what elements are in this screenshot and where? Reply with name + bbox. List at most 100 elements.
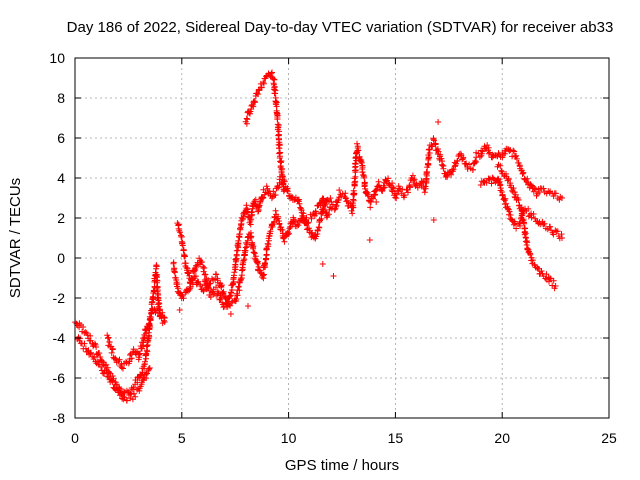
data-point-track-d [254,260,261,267]
data-point-track-d [318,215,325,222]
data-point-track-f [550,231,557,238]
data-point-track-h [120,365,126,372]
data-point-track-g [521,219,527,226]
data-point-track-c [367,204,374,211]
data-point-track-a [153,265,160,272]
x-tick-label: 10 [281,430,297,446]
data-point-track-f [477,182,484,188]
data-point-track-c [373,187,379,194]
data-point-track-g [509,187,516,194]
data-point-track-c [180,246,187,253]
data-point-track-a [142,358,148,365]
data-point-isolated [319,261,326,267]
data-point-track-a [139,369,146,376]
data-point-track-f [506,208,513,215]
data-point-track-c [201,264,208,271]
data-point-track-c [228,290,235,296]
y-tick-label: -2 [53,290,66,306]
data-point-track-c [296,200,303,207]
data-point-track-f [540,221,547,228]
data-point-track-c [349,210,356,217]
data-point-track-d [279,226,286,233]
data-point-track-g [498,167,505,174]
data-point-track-c [239,216,246,223]
y-tick-label: -6 [53,370,66,386]
data-point-track-g [527,251,534,258]
data-point-track-f [483,179,490,186]
data-point-track-b [98,363,104,370]
data-point-track-a [87,337,94,344]
data-point-track-c [213,284,219,291]
data-point-track-c [559,195,565,201]
axes: -8 -6 -4 -2 0 2 4 6 8 10 0 5 10 15 20 25 [49,50,617,446]
data-point-track-f [530,211,537,217]
data-point-track-d [278,224,285,231]
data-point-track-c [385,175,392,182]
data-point-track-d [254,259,261,266]
data-point-track-c [485,144,492,151]
data-point-track-h [144,324,151,331]
data-point-track-d [265,241,272,248]
data-point-track-d [192,273,199,280]
data-point-track-b [131,390,137,397]
y-tick-label: -4 [53,330,66,346]
data-point-isolated [176,307,183,313]
data-point-track-d [213,271,220,278]
data-point-track-d [170,268,177,274]
data-point-track-g [538,268,545,274]
data-point-track-f [559,235,565,241]
data-point-track-b [144,370,150,377]
data-point-track-c [405,189,411,196]
data-point-track-g [497,162,504,169]
data-point-track-f [528,214,535,221]
data-point-track-c [399,186,406,193]
data-point-track-c [333,202,340,209]
data-point-track-e [272,90,279,97]
data-point-track-f [541,220,548,227]
data-point-track-c [393,195,400,202]
data-point-track-c [479,148,486,155]
data-point-track-a [145,329,152,336]
x-tick-label: 5 [178,430,186,446]
data-point-track-c [472,157,479,164]
data-point-track-b [118,391,125,398]
data-point-track-b [124,397,130,404]
data-point-track-a [143,351,150,358]
data-point-track-c [389,184,396,191]
data-point-track-f [554,228,561,235]
data-point-track-c [237,225,243,232]
data-point-track-g [512,191,519,198]
data-point-track-g [522,238,529,245]
data-point-track-f [547,223,554,230]
data-point-track-e [252,99,259,106]
data-point-track-d [281,238,288,245]
data-point-track-c [358,159,365,166]
data-point-track-d [222,294,229,301]
data-point-track-c [355,147,362,154]
data-point-track-c [463,160,470,167]
data-point-track-c [450,166,457,173]
data-point-track-c [389,180,396,187]
data-point-track-d [262,255,269,262]
data-point-track-a [154,271,161,278]
data-point-track-d [234,292,241,299]
data-point-track-c [520,170,527,176]
data-point-track-c [182,253,188,260]
data-point-track-h [128,355,135,362]
data-point-track-d [262,260,268,266]
data-point-track-d [174,281,181,288]
data-point-track-c [484,142,491,149]
data-point-track-c [275,184,282,191]
data-point-track-c [379,187,386,194]
data-point-track-d [244,243,250,250]
data-point-track-e [280,180,287,187]
y-tick-label: -8 [53,410,66,426]
data-point-track-c [361,182,368,189]
data-point-track-g [507,180,514,187]
data-point-track-d [327,195,334,202]
data-point-track-g [505,176,512,183]
data-point-track-b [143,375,150,382]
data-point-track-c [179,242,186,249]
data-point-track-d [309,229,315,236]
